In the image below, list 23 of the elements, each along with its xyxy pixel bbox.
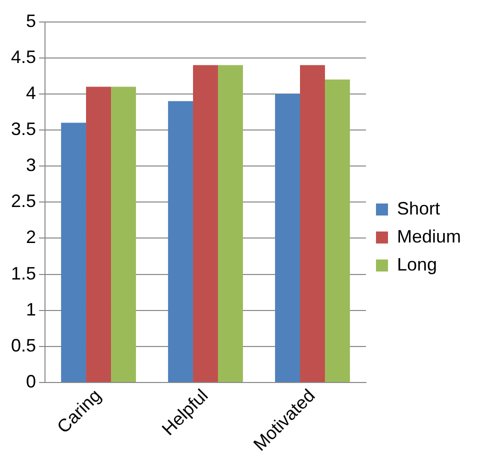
y-tick-label: 3.5 (10, 118, 36, 139)
bar (61, 122, 86, 382)
y-tick-label: 4.5 (10, 46, 36, 67)
bar (168, 101, 194, 382)
bar (324, 80, 350, 382)
y-tick-label: 2.5 (10, 191, 36, 212)
legend-label: Short (396, 198, 440, 218)
bar (218, 65, 243, 382)
y-tick-label: 3 (26, 155, 36, 176)
bar (110, 86, 136, 382)
y-tick-label: 0.5 (10, 335, 36, 356)
bar (193, 65, 218, 382)
y-tick-label: 0 (26, 372, 36, 392)
legend-label: Medium (396, 226, 462, 246)
y-tick-label: 5 (26, 10, 36, 31)
y-tick-label: 4 (26, 82, 36, 103)
y-tick-label: 1.5 (10, 263, 36, 284)
bar (275, 94, 300, 382)
legend-label: Long (396, 254, 438, 274)
y-tick-label: 2 (26, 227, 36, 248)
y-tick-label: 1 (26, 299, 36, 320)
bar (300, 65, 325, 382)
bar (86, 86, 111, 382)
